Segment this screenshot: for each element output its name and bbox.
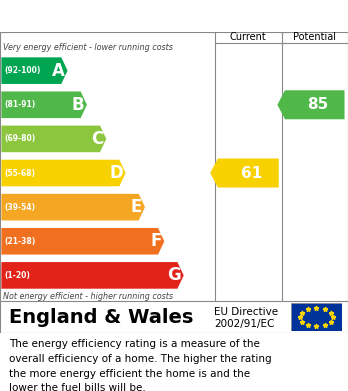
Text: (69-80): (69-80)	[5, 135, 36, 143]
Text: A: A	[52, 62, 65, 80]
Text: B: B	[71, 96, 84, 114]
Polygon shape	[277, 90, 345, 119]
Text: The energy efficiency rating is a measure of the
overall efficiency of a home. T: The energy efficiency rating is a measur…	[9, 339, 271, 391]
Text: England & Wales: England & Wales	[9, 308, 193, 326]
Text: Current: Current	[230, 32, 267, 43]
Polygon shape	[210, 158, 279, 188]
Text: (39-54): (39-54)	[5, 203, 35, 212]
Text: (92-100): (92-100)	[5, 66, 41, 75]
Text: Energy Efficiency Rating: Energy Efficiency Rating	[9, 8, 249, 26]
Text: Not energy efficient - higher running costs: Not energy efficient - higher running co…	[3, 292, 174, 301]
Text: 85: 85	[308, 97, 329, 112]
Text: G: G	[167, 266, 181, 284]
Text: D: D	[109, 164, 123, 182]
Text: Potential: Potential	[293, 32, 336, 43]
Polygon shape	[1, 160, 126, 187]
Text: E: E	[131, 198, 142, 216]
Polygon shape	[1, 194, 145, 221]
Text: Very energy efficient - lower running costs: Very energy efficient - lower running co…	[3, 43, 173, 52]
Text: (21-38): (21-38)	[5, 237, 36, 246]
Polygon shape	[1, 91, 87, 118]
Text: (1-20): (1-20)	[5, 271, 30, 280]
Text: 61: 61	[241, 165, 262, 181]
Polygon shape	[1, 126, 106, 152]
Polygon shape	[1, 262, 184, 289]
Text: 2002/91/EC: 2002/91/EC	[214, 319, 274, 328]
Text: (55-68): (55-68)	[5, 169, 35, 178]
Text: (81-91): (81-91)	[5, 100, 36, 109]
Polygon shape	[1, 57, 68, 84]
Text: EU Directive: EU Directive	[214, 307, 278, 317]
Text: F: F	[150, 232, 161, 250]
Polygon shape	[1, 228, 164, 255]
Text: C: C	[91, 130, 103, 148]
